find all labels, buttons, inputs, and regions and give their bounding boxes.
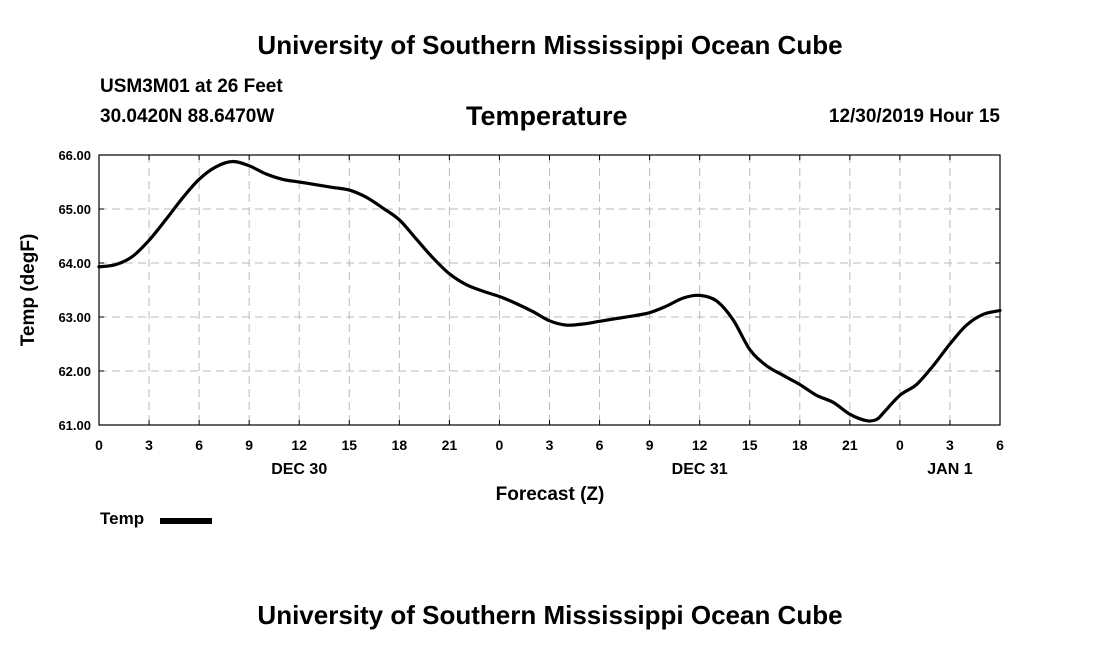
x-tick-label: 21 [442,437,458,453]
x-tick-label: 18 [792,437,808,453]
temp-series-line [97,159,1002,423]
x-tick-label: 3 [546,437,554,453]
x-tick-label: 0 [896,437,904,453]
x-tick-label: 12 [291,437,307,453]
x-tick-label: 0 [95,437,103,453]
y-axis-label: Temp (degF) [18,234,39,347]
x-tick-label: 9 [646,437,654,453]
axis-labels: 61.00 62.00 63.00 64.00 65.00 66.00 0 3 6 9 12 15 18… [58,148,1004,478]
grid-lines [99,155,1000,425]
date-label: DEC 30 [271,461,327,478]
chart-title: Temperature [466,101,628,131]
x-tick-label: 6 [596,437,604,453]
y-tick-label: 65.00 [58,202,91,217]
date-label: DEC 31 [672,461,728,478]
coordinates-label: 30.0420N 88.6470W [100,106,275,127]
page-title: University of Southern Mississippi Ocean… [257,30,843,60]
date-label: JAN 1 [927,461,972,478]
legend-label: Temp [100,509,145,528]
x-tick-label: 12 [692,437,708,453]
y-tick-label: 62.00 [58,364,91,379]
y-tick-label: 66.00 [58,148,91,163]
x-axis-label: Forecast (Z) [496,484,605,505]
axis-ticks [98,154,1001,426]
run-time-label: 12/30/2019 Hour 15 [828,106,1000,127]
x-tick-label: 18 [392,437,408,453]
x-tick-label: 21 [842,437,858,453]
x-tick-label: 9 [245,437,253,453]
station-label: USM3M01 at 26 Feet [100,76,283,97]
x-tick-label: 15 [742,437,758,453]
y-tick-label: 63.00 [58,310,91,325]
x-tick-label: 3 [145,437,153,453]
y-tick-label: 61.00 [58,418,91,433]
x-tick-label: 6 [996,437,1004,453]
x-tick-label: 15 [341,437,357,453]
x-tick-label: 6 [195,437,203,453]
legend-swatch [160,518,212,524]
footer-title: University of Southern Mississippi Ocean… [257,600,843,630]
x-tick-label: 3 [946,437,954,453]
y-tick-label: 64.00 [58,256,91,271]
x-tick-label: 0 [496,437,504,453]
